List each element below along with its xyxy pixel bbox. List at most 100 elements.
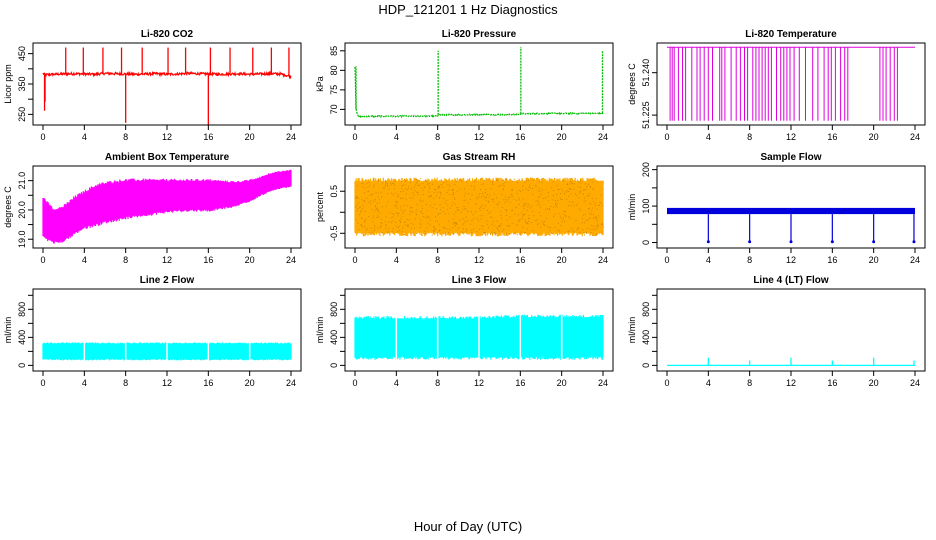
y-axis-label: degrees C [627,63,637,105]
flow-dip-point-2 [748,240,752,244]
x-tick-label: 0 [352,255,357,265]
y-tick-label: 75 [329,85,339,95]
panel-title: Line 4 (LT) Flow [753,275,829,286]
x-tick-label: 0 [40,255,45,265]
y-tick-label: 350 [17,76,27,91]
flow-dip-point-5 [872,240,876,244]
x-tick-label: 16 [827,255,837,265]
x-tick-label: 12 [474,132,484,142]
x-tick-label: 20 [245,255,255,265]
x-tick-label: 12 [786,132,796,142]
x-tick-label: 24 [598,132,608,142]
x-tick-label: 20 [869,255,879,265]
y-tick-label: 20.0 [17,201,27,219]
y-tick-label: 800 [329,302,339,317]
y-tick-label: 400 [17,330,27,345]
x-tick-label: 16 [827,132,837,142]
x-tick-label: 4 [394,378,399,388]
x-tick-label: 16 [203,132,213,142]
y-tick-label: 400 [641,330,651,345]
y-tick-label: 0 [17,363,27,368]
panel-data [42,47,292,125]
x-tick-label: 0 [40,132,45,142]
y-tick-label: 450 [17,46,27,61]
x-tick-label: 8 [435,132,440,142]
panel-title: Li-820 Temperature [745,29,837,40]
y-axis-label: Licor ppm [3,64,13,104]
x-tick-label: 16 [827,378,837,388]
panel-9: Line 4 (LT) Flow 0 4 8 12 16 20 24 0 400 800 ml/min [627,275,926,388]
x-tick-label: 4 [394,132,399,142]
y-tick-label: 0 [329,363,339,368]
panel-4: Ambient Box Temperature 0 4 8 12 16 20 24 19.0 20… [3,152,302,265]
x-tick-label: 20 [869,132,879,142]
x-tick-label: 20 [557,255,567,265]
y-tick-label: 80 [329,65,339,75]
series-lower [43,170,291,243]
panel-data [667,207,916,244]
x-tick-label: 24 [910,255,920,265]
y-axis-label: kPa [315,76,325,92]
panel-7: Line 2 Flow 0 4 8 12 16 20 24 0 400 800 ml/min [3,275,302,388]
x-tick-label: 20 [869,378,879,388]
panel-6: Sample Flow 0 4 8 12 16 20 24 0 100 200 ml/min [627,152,926,265]
x-tick-label: 24 [598,378,608,388]
temperature-drops [669,47,898,121]
panel-title: Ambient Box Temperature [105,152,230,163]
panel-title: Li-820 CO2 [141,29,194,40]
x-tick-label: 0 [352,132,357,142]
flow-dip-point-3 [789,240,793,244]
y-axis-label: degrees C [3,186,13,228]
x-tick-label: 0 [664,378,669,388]
x-tick-label: 4 [706,255,711,265]
x-tick-label: 0 [352,378,357,388]
x-tick-label: 8 [123,132,128,142]
x-tick-label: 24 [910,132,920,142]
x-tick-label: 12 [162,255,172,265]
x-tick-label: 0 [664,132,669,142]
panel-title: Line 3 Flow [452,275,507,286]
y-axis-label: ml/min [315,317,325,344]
y-tick-label: 85 [329,46,339,56]
x-tick-label: 4 [82,132,87,142]
x-tick-label: 4 [394,255,399,265]
y-tick-label: -0.5 [329,226,339,242]
flow-dip-point-6 [912,240,916,244]
x-tick-label: 0 [664,255,669,265]
rh-texture [355,178,604,236]
flow-dip-point-4 [830,240,834,244]
x-tick-label: 8 [123,255,128,265]
x-tick-label: 4 [82,378,87,388]
x-tick-label: 8 [435,378,440,388]
y-tick-label: 800 [641,302,651,317]
x-tick-label: 12 [474,378,484,388]
series-pressure [354,66,604,119]
x-tick-label: 16 [203,255,213,265]
panel-data [667,46,915,121]
y-axis-label: percent [315,191,325,222]
y-tick-label: 800 [17,302,27,317]
y-tick-label: 100 [641,199,651,214]
panel-data [42,289,292,371]
x-tick-label: 24 [286,132,296,142]
x-tick-label: 12 [474,255,484,265]
y-tick-label: 19.0 [17,230,27,248]
x-tick-label: 12 [162,378,172,388]
x-tick-label: 12 [786,378,796,388]
y-tick-label: 0 [641,363,651,368]
panel-data [354,177,604,237]
x-tick-label: 20 [245,378,255,388]
y-axis-label: ml/min [3,317,13,344]
panel-title: Sample Flow [760,152,821,163]
series-co2 [42,70,292,80]
x-tick-label: 16 [515,132,525,142]
y-tick-label: 0 [641,240,651,245]
x-tick-label: 8 [747,255,752,265]
panel-3: Li-820 Temperature 0 4 8 12 16 20 24 51.225 51.24… [627,29,926,142]
x-tick-label: 20 [245,132,255,142]
x-tick-label: 24 [286,378,296,388]
panel-title: Gas Stream RH [443,152,516,163]
y-tick-label: 250 [17,107,27,122]
x-tick-label: 16 [515,255,525,265]
